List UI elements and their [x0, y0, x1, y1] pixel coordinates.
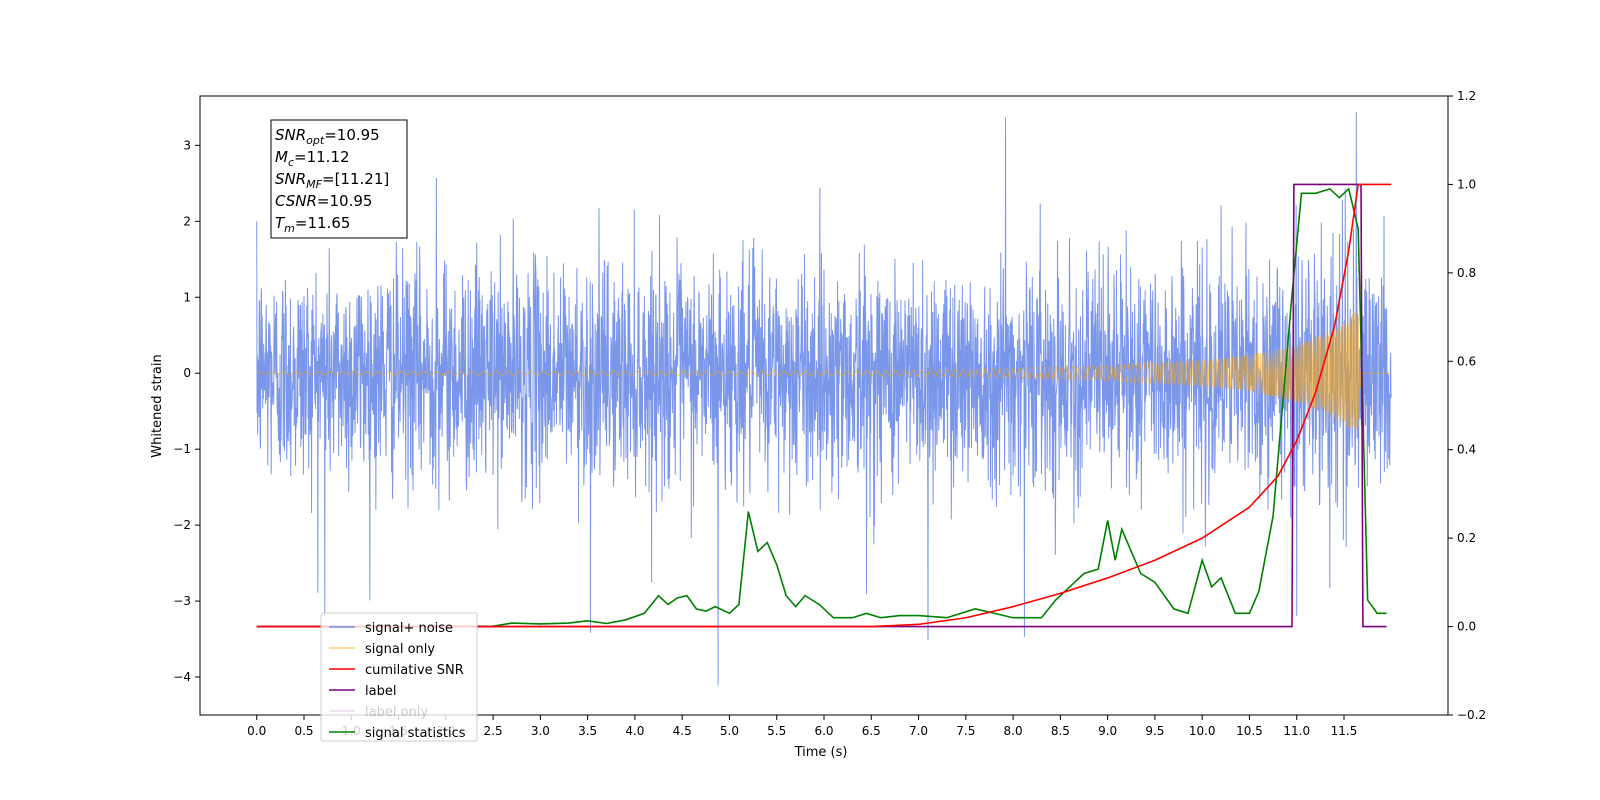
annotation-line: SNRopt=10.95: [275, 126, 380, 147]
x-tick-label: 3.0: [531, 724, 550, 738]
x-tick-label: 7.0: [909, 724, 928, 738]
y-tick-label: 2: [183, 214, 191, 228]
annotation-line: Tm=11.65: [275, 214, 350, 235]
annotation-line: Mc=11.12: [275, 148, 350, 169]
y-tick-label: 1: [183, 290, 191, 304]
x-tick-label: 0.5: [294, 724, 313, 738]
legend-frame: [320, 612, 478, 742]
x-tick-label: 8.0: [1004, 724, 1023, 738]
stats-annotation-box: SNRopt=10.95Mc=11.12SNRMF=[11.21]CSNR=10…: [270, 119, 408, 239]
annotation-subscript: c: [288, 156, 294, 169]
x-tick-label: 6.5: [862, 724, 881, 738]
annotation-symbol: T: [275, 214, 286, 232]
y-axis-label: Whitened strain: [150, 354, 165, 457]
legend-label: label only: [365, 705, 428, 720]
annotation-value: =11.12: [294, 148, 350, 166]
series-cumulative-snr: [256, 183, 1392, 628]
series-layer: [256, 111, 1392, 686]
annotation-value: =10.95: [317, 192, 373, 210]
y2-tick-label: −0.2: [1457, 708, 1486, 722]
y2-tick-label: 0.8: [1457, 266, 1476, 280]
annotation-line: CSNR=10.95: [275, 192, 372, 210]
y-tick-label: 3: [183, 138, 191, 152]
x-axis: 0.00.51.01.52.02.53.03.54.04.55.05.56.06…: [247, 715, 1357, 738]
series-label: [256, 183, 1387, 628]
legend-label: signal only: [365, 642, 435, 657]
x-tick-label: 11.0: [1283, 724, 1310, 738]
x-axis-label: Time (s): [794, 745, 848, 760]
series-signal-only: [256, 311, 1392, 434]
y-tick-label: −3: [173, 594, 191, 608]
x-tick-label: 5.0: [720, 724, 739, 738]
x-tick-label: 4.5: [673, 724, 692, 738]
x-tick-label: 10.0: [1189, 724, 1216, 738]
annotation-value: =10.95: [324, 126, 380, 144]
y2-tick-label: 0.4: [1457, 443, 1476, 457]
y2-tick-label: 0.0: [1457, 620, 1476, 634]
y-tick-label: −1: [173, 442, 191, 456]
x-tick-label: 3.5: [578, 724, 597, 738]
x-tick-label: 5.5: [767, 724, 786, 738]
annotation-frame: [270, 119, 408, 239]
annotation-value: =11.65: [295, 214, 351, 232]
y-tick-label: 0: [183, 366, 191, 380]
y2-tick-label: 1.2: [1457, 89, 1476, 103]
legend-label: signal statistics: [365, 726, 466, 741]
legend-label: signal+ noise: [365, 621, 453, 636]
x-tick-label: 2.5: [484, 724, 503, 738]
legend-label: label: [365, 684, 396, 699]
series-signal-statistics: [256, 187, 1387, 628]
legend: signal+ noise signal only cumilative SNR la…: [320, 612, 478, 742]
series-signal-plus-noise: [256, 111, 1392, 686]
x-tick-label: 4.0: [625, 724, 644, 738]
annotation-symbol: M: [275, 148, 288, 166]
x-tick-label: 11.5: [1331, 724, 1358, 738]
annotation-symbol: CSNR: [275, 192, 317, 210]
y-axis-right: 1.2 1.0 0.8 0.6 0.4 0.2 0.0 −0.2: [1448, 89, 1486, 722]
x-tick-label: 10.5: [1236, 724, 1263, 738]
x-tick-label: 9.5: [1145, 724, 1164, 738]
y2-tick-label: 0.6: [1457, 354, 1476, 368]
annotation-subscript: MF: [306, 178, 322, 191]
annotation-subscript: m: [284, 222, 295, 235]
annotation-subscript: opt: [306, 134, 325, 147]
legend-label: cumilative SNR: [365, 663, 464, 678]
y2-tick-label: 1.0: [1457, 177, 1476, 191]
x-tick-label: 7.5: [956, 724, 975, 738]
annotation-symbol: SNR: [275, 126, 306, 144]
x-tick-label: 6.0: [814, 724, 833, 738]
x-tick-label: 0.0: [247, 724, 266, 738]
annotation-value: =[11.21]: [322, 170, 389, 188]
x-tick-label: 9.0: [1098, 724, 1117, 738]
annotation-line: SNRMF=[11.21]: [275, 170, 389, 191]
annotation-symbol: SNR: [275, 170, 306, 188]
y-tick-label: −4: [173, 670, 191, 684]
y-tick-label: −2: [173, 518, 191, 532]
x-tick-label: 8.5: [1051, 724, 1070, 738]
y-axis-left: 3 2 1 0 −1 −2 −3 −4: [173, 138, 200, 684]
y2-tick-label: 0.2: [1457, 531, 1476, 545]
